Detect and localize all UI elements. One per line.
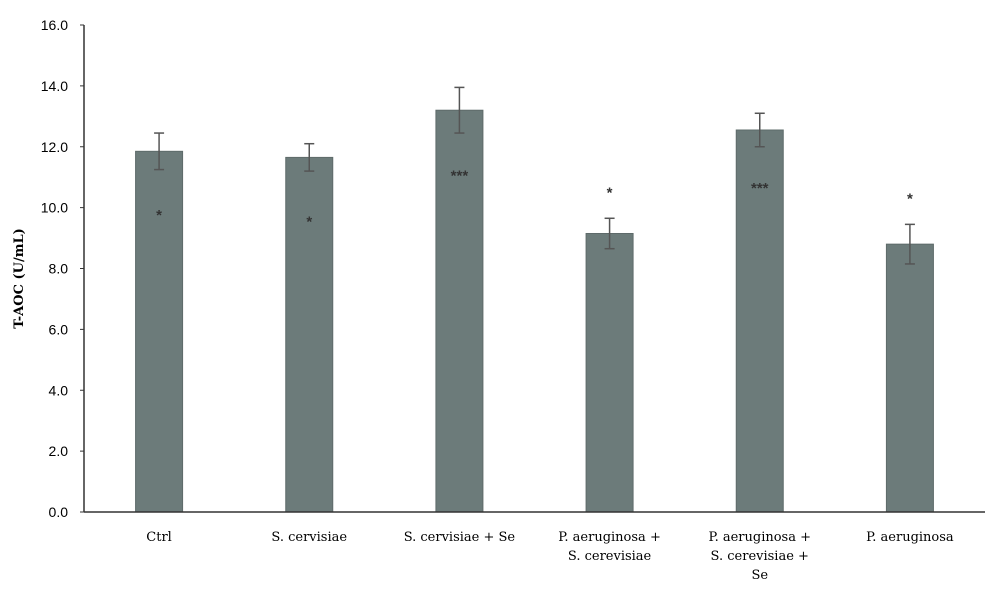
- category-label: P. aeruginosa: [866, 530, 954, 545]
- bar: [585, 232, 634, 513]
- y-tick-label: 6.0: [49, 321, 69, 337]
- y-tick-label: 2.0: [49, 443, 69, 459]
- bar: [435, 109, 484, 513]
- significance-markers: * ***** ****: [156, 168, 913, 231]
- significance-marker: *: [156, 207, 162, 224]
- significance-marker: *: [907, 190, 913, 207]
- bar: [285, 156, 334, 513]
- error-bar: [154, 132, 165, 171]
- bars: [135, 109, 934, 513]
- category-label: S. cervisiae: [271, 530, 347, 545]
- significance-marker: ***: [451, 168, 469, 185]
- y-tick-label: 4.0: [49, 382, 69, 398]
- y-axis-title: T-AOC (U/mL): [12, 228, 27, 328]
- y-tick-label: 0.0: [49, 504, 69, 520]
- error-bar: [904, 223, 915, 265]
- bar: [885, 243, 934, 513]
- significance-marker: *: [306, 213, 312, 230]
- error-bar: [604, 217, 615, 250]
- y-tick-label: 10.0: [41, 200, 68, 216]
- error-bars: [154, 86, 915, 265]
- y-tick-label: 14.0: [41, 78, 68, 94]
- bar: [135, 150, 184, 513]
- category-label: P. aeruginosa + S. cerevisiae + Se: [708, 530, 811, 583]
- significance-marker: ***: [751, 180, 769, 197]
- error-bar: [454, 86, 465, 134]
- category-label: Ctrl: [146, 530, 172, 545]
- y-tick-label: 8.0: [49, 261, 69, 277]
- error-bar: [754, 112, 765, 148]
- y-axis-ticks: 0.0 2.0 4.0 6.0 8.0 10.0 12.0 14.0 16.0: [41, 17, 84, 520]
- significance-marker: *: [607, 184, 613, 201]
- error-bar: [304, 142, 315, 172]
- y-tick-label: 16.0: [41, 17, 68, 33]
- category-label: S. cervisiae + Se: [404, 530, 516, 545]
- category-labels: Ctrl S. cervisiae S. cervisiae + Se P. aeru…: [146, 530, 954, 583]
- category-label: P. aeruginosa + S. cerevisiae: [558, 530, 661, 564]
- y-tick-label: 12.0: [41, 139, 68, 155]
